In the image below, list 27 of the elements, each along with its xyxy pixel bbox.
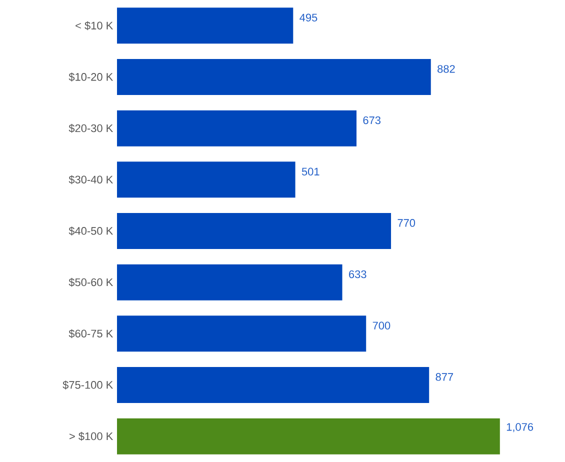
- data-label: 877: [436, 373, 454, 381]
- y-tick-label: $10-20 K: [68, 72, 114, 82]
- y-tick-label: $75-100 K: [62, 380, 114, 390]
- y-tick-label: $40-50 K: [68, 226, 114, 236]
- y-tick-label: < $10 K: [76, 21, 114, 30]
- bar: [117, 316, 366, 352]
- bar: [117, 110, 356, 146]
- y-tick-label: > $100 K: [70, 432, 114, 441]
- data-label: 770: [398, 219, 416, 227]
- data-label: 673: [363, 116, 380, 124]
- data-label: 882: [438, 65, 455, 73]
- bar: [117, 418, 500, 454]
- bar: [117, 162, 296, 198]
- bar: [117, 213, 392, 250]
- data-label: 1,076: [506, 423, 534, 432]
- y-tick-label: $50-60 K: [68, 278, 114, 287]
- bar: [117, 59, 431, 96]
- bar: [117, 367, 430, 404]
- data-label: 501: [302, 168, 320, 176]
- y-tick-label: $60-75 K: [68, 329, 114, 338]
- data-label: 633: [349, 270, 366, 278]
- bar: [117, 264, 342, 300]
- bar: [117, 8, 294, 44]
- y-tick-label: $30-40 K: [68, 175, 114, 184]
- data-label: 700: [372, 322, 390, 330]
- y-tick-label: $20-30 K: [68, 124, 114, 133]
- data-label: 495: [300, 14, 318, 22]
